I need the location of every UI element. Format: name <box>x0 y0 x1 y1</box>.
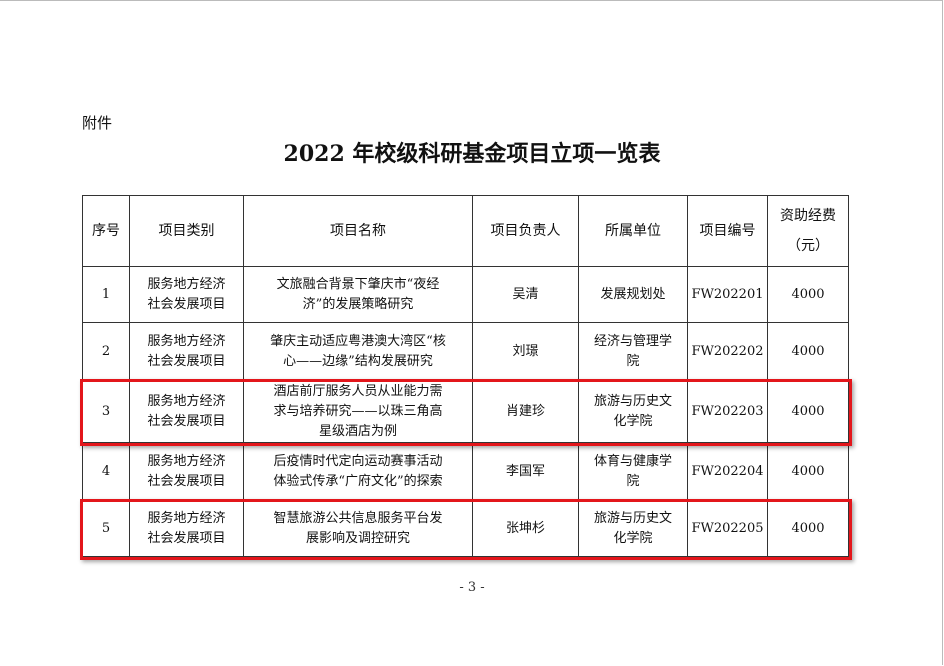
cell-code: FW202201 <box>687 266 768 323</box>
header-text: 序号 <box>92 223 120 239</box>
table-header-row: 序号 项目类别 项目名称 项目负责人 所属单位 项目编号 资助经费 （元） <box>82 195 849 267</box>
cell-code: FW202203 <box>687 380 768 443</box>
project-table: 序号 项目类别 项目名称 项目负责人 所属单位 项目编号 资助经费 （元） 1 服务地方经济 社会… <box>82 195 849 557</box>
column-header: 序号 <box>82 195 130 267</box>
column-header: 资助经费 （元） <box>767 195 849 267</box>
header-text: 资助经费 <box>780 208 836 224</box>
cell-name: 智慧旅游公共信息服务平台发 展影响及调控研究 <box>243 500 473 557</box>
column-header: 项目类别 <box>129 195 244 267</box>
cell-line: 服务地方经济 <box>147 453 226 469</box>
cell-category: 服务地方经济 社会发展项目 <box>129 266 244 323</box>
cell-name: 肇庆主动适应粤港澳大湾区“核 心——边缘”结构发展研究 <box>243 322 473 381</box>
cell-line: 化学院 <box>613 413 653 429</box>
cell-fund: 4000 <box>767 380 849 443</box>
cell-line: 服务地方经济 <box>147 393 226 409</box>
attachment-label: 附件 <box>82 114 113 132</box>
cell-line: 发展规划处 <box>600 286 666 302</box>
page-title: 2022 年校级科研基金项目立项一览表 <box>283 141 661 167</box>
cell-category: 服务地方经济 社会发展项目 <box>129 500 244 557</box>
header-text: （元） <box>787 238 829 254</box>
cell-unit: 旅游与历史文 化学院 <box>578 380 688 443</box>
cell-code: FW202202 <box>687 322 768 381</box>
cell-line: 服务地方经济 <box>147 333 226 349</box>
cell-category: 服务地方经济 社会发展项目 <box>129 322 244 381</box>
cell-leader: 张坤杉 <box>472 500 579 557</box>
cell-unit: 体育与健康学院 <box>578 442 688 501</box>
cell-line: 社会发展项目 <box>147 413 226 429</box>
header-text: 项目类别 <box>158 223 215 239</box>
cell-no: 4 <box>82 442 130 501</box>
cell-category: 服务地方经济 社会发展项目 <box>129 442 244 501</box>
cell-line: 服务地方经济 <box>147 510 226 526</box>
cell-unit: 发展规划处 <box>578 266 688 323</box>
cell-line: 展影响及调控研究 <box>305 530 410 546</box>
cell-no: 3 <box>82 380 130 443</box>
cell-fund: 4000 <box>767 322 849 381</box>
cell-name: 后疫情时代定向运动赛事活动 体验式传承“广府文化”的探索 <box>243 442 473 501</box>
cell-line: 酒店前厅服务人员从业能力需 <box>273 383 443 399</box>
cell-leader: 吴清 <box>472 266 579 323</box>
table-row: 2 服务地方经济 社会发展项目 肇庆主动适应粤港澳大湾区“核 心——边缘”结构发展研究刘… <box>82 322 849 381</box>
cell-line: 体验式传承“广府文化”的探索 <box>273 473 443 489</box>
page-number: - 3 - <box>459 580 485 595</box>
cell-line: 肇庆主动适应粤港澳大湾区“核 <box>270 333 446 349</box>
cell-fund: 4000 <box>767 266 849 323</box>
column-header: 项目编号 <box>687 195 768 267</box>
cell-no: 1 <box>82 266 130 323</box>
cell-line: 院 <box>626 473 640 489</box>
header-text: 所属单位 <box>605 223 661 239</box>
column-header: 项目名称 <box>243 195 473 267</box>
cell-code: FW202204 <box>687 442 768 501</box>
cell-line: 化学院 <box>613 530 653 546</box>
cell-line: 济”的发展策略研究 <box>302 296 414 312</box>
cell-line: 星级酒店为例 <box>318 423 397 439</box>
column-header: 所属单位 <box>578 195 688 267</box>
cell-fund: 4000 <box>767 500 849 557</box>
header-text: 项目编号 <box>699 223 756 239</box>
table-row: 5 服务地方经济 社会发展项目 智慧旅游公共信息服务平台发 展影响及调控研究 张坤杉 旅游与… <box>82 500 849 557</box>
table-row: 1 服务地方经济 社会发展项目 文旅融合背景下肇庆市“夜经 济”的发展策略研究 吴清 发展规… <box>82 266 849 323</box>
cell-no: 5 <box>82 500 130 557</box>
cell-fund: 4000 <box>767 442 849 501</box>
cell-leader: 李国军 <box>472 442 579 501</box>
cell-line: 社会发展项目 <box>147 353 226 369</box>
cell-line: 文旅融合背景下肇庆市“夜经 <box>276 276 440 292</box>
cell-line: 经济与管理学 <box>593 333 672 349</box>
table-row: 4 服务地方经济 社会发展项目 后疫情时代定向运动赛事活动 体验式传承“广府文化”的探索… <box>82 442 849 501</box>
table-row: 3 服务地方经济 社会发展项目 酒店前厅服务人员从业能力需 求与培养研究——以珠三角高星… <box>82 380 849 443</box>
cell-line: 旅游与历史文 <box>593 510 672 526</box>
header-text: 项目负责人 <box>490 223 561 239</box>
cell-line: 院 <box>626 353 640 369</box>
cell-line: 社会发展项目 <box>147 530 226 546</box>
cell-code: FW202205 <box>687 500 768 557</box>
cell-line: 智慧旅游公共信息服务平台发 <box>273 510 443 526</box>
cell-name: 酒店前厅服务人员从业能力需 求与培养研究——以珠三角高 星级酒店为例 <box>243 380 473 443</box>
cell-unit: 经济与管理学院 <box>578 322 688 381</box>
header-text: 项目名称 <box>330 223 386 239</box>
column-header: 项目负责人 <box>472 195 579 267</box>
cell-no: 2 <box>82 322 130 381</box>
cell-leader: 肖建珍 <box>472 380 579 443</box>
cell-category: 服务地方经济 社会发展项目 <box>129 380 244 443</box>
cell-name: 文旅融合背景下肇庆市“夜经 济”的发展策略研究 <box>243 266 473 323</box>
cell-line: 求与培养研究——以珠三角高 <box>273 403 443 419</box>
cell-line: 旅游与历史文 <box>593 393 672 409</box>
cell-line: 后疫情时代定向运动赛事活动 <box>273 453 443 469</box>
cell-unit: 旅游与历史文 化学院 <box>578 500 688 557</box>
cell-line: 社会发展项目 <box>147 296 226 312</box>
cell-line: 社会发展项目 <box>147 473 226 489</box>
cell-line: 心——边缘”结构发展研究 <box>283 353 433 369</box>
cell-line: 服务地方经济 <box>147 276 226 292</box>
cell-leader: 刘璟 <box>472 322 579 381</box>
cell-line: 体育与健康学 <box>593 453 672 469</box>
